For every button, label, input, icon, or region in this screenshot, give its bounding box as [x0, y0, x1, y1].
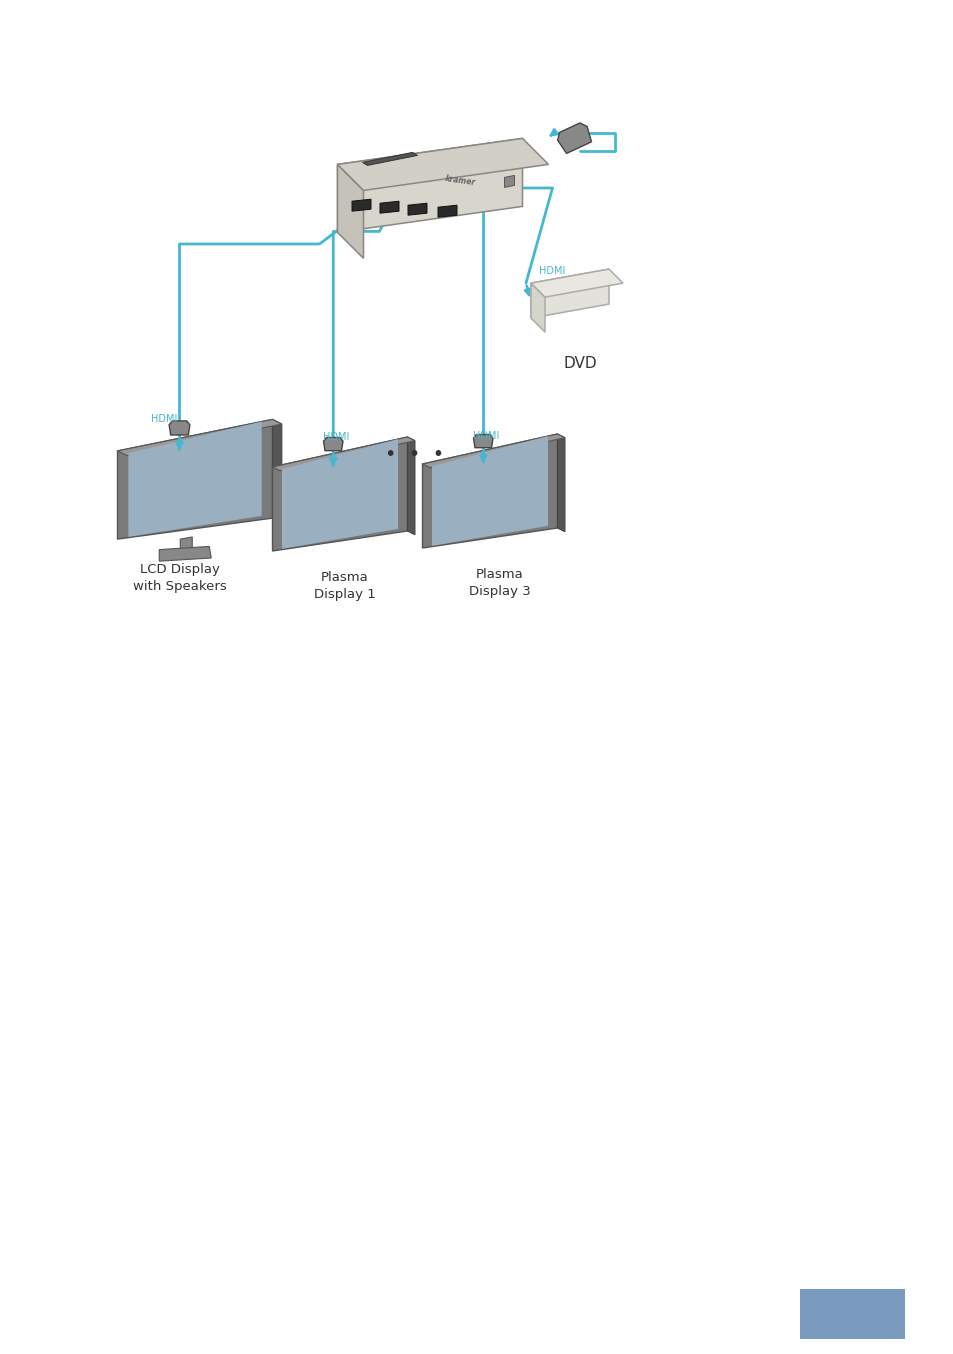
Polygon shape — [504, 176, 514, 187]
Polygon shape — [273, 437, 407, 551]
Text: kramer: kramer — [443, 173, 476, 187]
Text: Plasma
Display 1: Plasma Display 1 — [314, 571, 375, 601]
Text: HDMI: HDMI — [538, 265, 564, 276]
Polygon shape — [180, 538, 193, 551]
Polygon shape — [437, 206, 456, 217]
Polygon shape — [337, 138, 522, 233]
Text: LCD Display
with Speakers: LCD Display with Speakers — [133, 563, 227, 593]
Polygon shape — [323, 437, 343, 451]
Polygon shape — [407, 437, 415, 535]
Polygon shape — [432, 436, 547, 546]
Polygon shape — [129, 421, 261, 538]
Polygon shape — [169, 421, 190, 435]
Polygon shape — [379, 202, 398, 213]
Polygon shape — [557, 435, 564, 532]
Text: DVD: DVD — [562, 356, 597, 371]
Text: •  •  •: • • • — [385, 444, 444, 463]
Polygon shape — [337, 138, 548, 191]
Polygon shape — [117, 420, 273, 539]
Polygon shape — [273, 420, 281, 523]
Polygon shape — [422, 435, 557, 548]
Polygon shape — [352, 199, 371, 211]
Text: HDMI: HDMI — [152, 414, 177, 424]
Polygon shape — [159, 547, 211, 561]
Polygon shape — [531, 269, 608, 318]
Polygon shape — [273, 437, 415, 471]
Polygon shape — [408, 203, 427, 215]
Polygon shape — [422, 435, 564, 467]
Text: HDMI: HDMI — [473, 431, 499, 441]
Polygon shape — [531, 269, 622, 297]
Polygon shape — [282, 439, 397, 548]
Polygon shape — [473, 435, 493, 448]
Polygon shape — [362, 153, 417, 165]
Text: Plasma
Display 3: Plasma Display 3 — [469, 567, 530, 598]
Polygon shape — [531, 283, 544, 332]
Polygon shape — [117, 420, 281, 455]
Text: HDMI: HDMI — [323, 432, 349, 441]
Polygon shape — [337, 164, 363, 259]
Bar — [800, 1289, 904, 1339]
Polygon shape — [558, 123, 591, 153]
